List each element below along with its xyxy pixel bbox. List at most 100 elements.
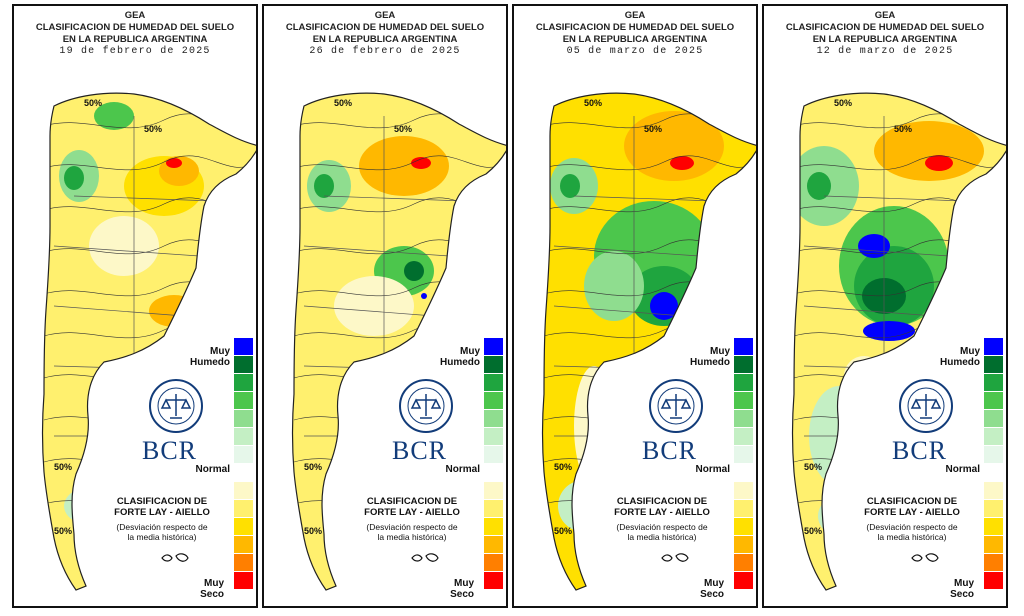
panel-header: GEA CLASIFICACION DE HUMEDAD DEL SUELO E… bbox=[514, 10, 756, 58]
header-title-1: CLASIFICACION DE HUMEDAD DEL SUELO bbox=[785, 22, 985, 33]
moisture-zone bbox=[863, 321, 915, 341]
malvinas-islands-icon bbox=[161, 553, 189, 562]
scale-swatch bbox=[984, 572, 1003, 590]
argentina-soil-moisture-map bbox=[541, 92, 756, 591]
scale-swatch bbox=[234, 536, 253, 554]
header-title-1: CLASIFICACION DE HUMEDAD DEL SUELO bbox=[35, 22, 235, 33]
moisture-zone bbox=[650, 292, 678, 320]
scale-swatch bbox=[234, 446, 253, 464]
legend-subtitle: (Desviación respecto de la media históric… bbox=[616, 522, 708, 542]
scale-swatch bbox=[734, 446, 753, 464]
bcr-seal-logo bbox=[899, 379, 953, 433]
panel-date: 12 de marzo de 2025 bbox=[816, 46, 954, 57]
contour-label: 50% bbox=[54, 462, 73, 472]
legend-title: CLASIFICACION DE FORTE LAY - AIELLO bbox=[614, 496, 710, 518]
scale-swatch bbox=[734, 554, 753, 572]
province-border bbox=[73, 195, 215, 202]
argentina-soil-moisture-map bbox=[791, 92, 1006, 591]
moisture-zone bbox=[874, 121, 984, 181]
scale-swatch bbox=[484, 536, 503, 554]
contour-label: 50% bbox=[84, 98, 103, 108]
province-border bbox=[53, 245, 200, 257]
scale-swatch bbox=[234, 464, 253, 482]
moisture-zone bbox=[624, 111, 724, 181]
legend-subtitle: (Desviación respecto de la media históric… bbox=[866, 522, 958, 542]
contour-label: 50% bbox=[834, 98, 853, 108]
bcr-logo-text: BCR bbox=[892, 436, 948, 465]
color-scale bbox=[984, 338, 1003, 590]
legend-bottom-label: Muy Seco bbox=[200, 578, 224, 600]
map-panel-1: GEA CLASIFICACION DE HUMEDAD DEL SUELO E… bbox=[12, 4, 258, 608]
legend-top-label: Muy Humedo bbox=[690, 346, 730, 368]
contour-label: 50% bbox=[644, 124, 663, 134]
scale-swatch bbox=[484, 446, 503, 464]
legend-top-label: Muy Humedo bbox=[940, 346, 980, 368]
moisture-zone bbox=[807, 172, 831, 200]
scale-swatch bbox=[984, 554, 1003, 572]
contour-label: 50% bbox=[144, 124, 163, 134]
country-outline bbox=[541, 92, 756, 591]
scale-swatch bbox=[734, 572, 753, 590]
scale-swatch bbox=[984, 518, 1003, 536]
panel-date: 05 de marzo de 2025 bbox=[566, 46, 704, 57]
contour-label: 50% bbox=[894, 124, 913, 134]
province-border bbox=[803, 245, 950, 257]
contour-label: 50% bbox=[554, 462, 573, 472]
country-outline bbox=[791, 92, 1006, 591]
province-border bbox=[553, 245, 700, 257]
scale-swatch bbox=[234, 572, 253, 590]
legend-subtitle: (Desviación respecto de la media históric… bbox=[366, 522, 458, 542]
legend-title: CLASIFICACION DE FORTE LAY - AIELLO bbox=[114, 496, 210, 518]
bcr-logo-text: BCR bbox=[392, 436, 448, 465]
scale-swatch bbox=[484, 518, 503, 536]
province-border bbox=[823, 195, 965, 202]
scale-swatch bbox=[984, 428, 1003, 446]
scale-swatch bbox=[984, 536, 1003, 554]
contour-label: 50% bbox=[584, 98, 603, 108]
map-panel-3: GEA CLASIFICACION DE HUMEDAD DEL SUELO E… bbox=[512, 4, 758, 608]
moisture-zone bbox=[421, 293, 427, 299]
scale-swatch bbox=[984, 500, 1003, 518]
header-title-2: EN LA REPUBLICA ARGENTINA bbox=[562, 34, 708, 45]
scale-swatch bbox=[484, 374, 503, 392]
contour-label: 50% bbox=[334, 98, 353, 108]
moisture-zone bbox=[94, 102, 134, 130]
scale-swatch bbox=[984, 446, 1003, 464]
contour-line bbox=[543, 155, 755, 171]
scale-swatch bbox=[234, 428, 253, 446]
malvinas-islands-icon bbox=[661, 553, 689, 562]
scale-swatch bbox=[234, 500, 253, 518]
bcr-seal-logo bbox=[649, 379, 703, 433]
contour-label: 50% bbox=[554, 526, 573, 536]
country-outline bbox=[291, 92, 506, 591]
scale-swatch bbox=[484, 572, 503, 590]
scale-swatch bbox=[734, 482, 753, 500]
malvinas-islands-icon bbox=[911, 553, 939, 562]
legend-mid-label: Normal bbox=[445, 464, 480, 475]
scale-swatch bbox=[234, 518, 253, 536]
moisture-zone bbox=[166, 158, 182, 168]
province-border bbox=[573, 195, 715, 202]
bcr-logo-text: BCR bbox=[142, 436, 198, 465]
scale-swatch bbox=[984, 374, 1003, 392]
contour-label: 50% bbox=[804, 462, 823, 472]
legend-mid-label: Normal bbox=[945, 464, 980, 475]
header-title-1: CLASIFICACION DE HUMEDAD DEL SUELO bbox=[285, 22, 485, 33]
scale-swatch bbox=[984, 338, 1003, 356]
legend-mid-label: Normal bbox=[195, 464, 230, 475]
scale-swatch bbox=[734, 500, 753, 518]
moisture-zone bbox=[574, 366, 614, 486]
moisture-zone bbox=[89, 216, 159, 276]
country-outline bbox=[41, 92, 256, 591]
legend-bottom-label: Muy Seco bbox=[950, 578, 974, 600]
scale-swatch bbox=[484, 464, 503, 482]
scale-swatch bbox=[984, 482, 1003, 500]
legend-subtitle: (Desviación respecto de la media históric… bbox=[116, 522, 208, 542]
province-border bbox=[53, 305, 185, 317]
province-border bbox=[303, 245, 450, 257]
scale-swatch bbox=[734, 518, 753, 536]
scale-swatch bbox=[234, 392, 253, 410]
province-border bbox=[803, 305, 935, 317]
moisture-zone bbox=[584, 251, 644, 321]
legend-bottom-label: Muy Seco bbox=[450, 578, 474, 600]
